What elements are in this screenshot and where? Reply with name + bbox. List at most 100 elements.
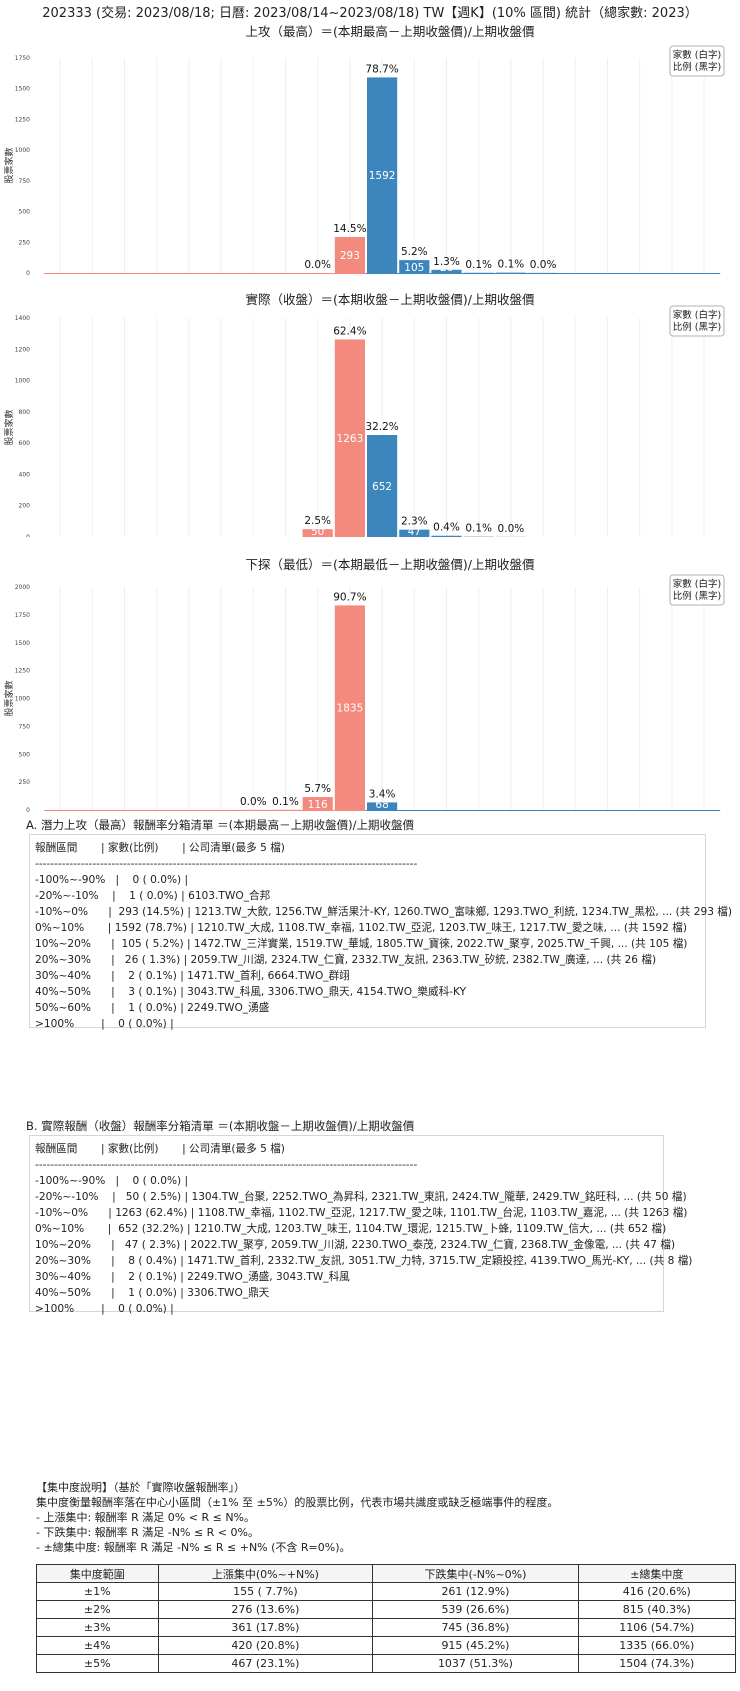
y-tick-label: 750 [19, 723, 31, 730]
list-line: 20%~30% | 26 ( 1.3%) | 2059.TW_川湖, 2324.… [35, 954, 657, 966]
y-tick-label: 0 [26, 270, 30, 277]
legend-entry: 比例 (黑字) [673, 61, 721, 73]
x-tick-label: -10% [339, 275, 360, 277]
bar-count-label: 293 [340, 250, 360, 262]
y-tick-label: 1400 [15, 315, 30, 322]
table-cell: 467 (23.1%) [157, 1654, 374, 1673]
x-tick-label: 30% [470, 275, 488, 277]
table-header-cell: 集中度範圍 [36, 1564, 159, 1583]
bar-percent-label: 0.0% [498, 523, 525, 535]
legend-frame [669, 45, 725, 77]
list-line: 30%~40% | 2 ( 0.1%) | 1471.TW_首利, 6664.T… [35, 970, 350, 982]
table-cell: 276 (13.6%) [157, 1600, 374, 1619]
y-tick-label: 500 [19, 209, 31, 216]
bar [399, 260, 430, 273]
bar [431, 269, 462, 273]
bar [302, 529, 333, 537]
list-a-box: 報酬區間 | 家數(比例) | 公司清單(最多 5 檔) ------------… [29, 834, 732, 1030]
bar [334, 605, 365, 810]
chart-title: 下探（最低）＝(本期最低－上期收盤價)/上期收盤價 [246, 557, 535, 572]
bar [399, 529, 430, 537]
x-tick-label: -40% [243, 275, 264, 277]
y-tick-label: 250 [19, 239, 31, 246]
list-line: 20%~30% | 8 ( 0.4%) | 1471.TW_首利, 2332.T… [35, 1255, 693, 1267]
list-line: 報酬區間 | 家數(比例) | 公司清單(最多 5 檔) [35, 1143, 285, 1155]
bar [334, 339, 365, 537]
y-tick-label: 1500 [15, 86, 30, 93]
bar-count-label: 116 [308, 799, 328, 811]
x-tick-label: -30% [275, 275, 296, 277]
list-line: -20%~-10% | 1 ( 0.0%) | 6103.TWO_合邦 [35, 890, 271, 902]
y-tick-label: 1000 [15, 378, 30, 385]
table-cell: 155 ( 7.7%) [157, 1582, 374, 1601]
legend-frame [669, 574, 725, 606]
table-cell: 1037 (51.3%) [372, 1654, 579, 1673]
bar [334, 237, 365, 273]
list-b-box: 報酬區間 | 家數(比例) | 公司清單(最多 5 檔) ------------… [29, 1135, 692, 1315]
y-tick-label: 500 [19, 751, 31, 758]
list-line: 40%~50% | 3 ( 0.1%) | 3043.TW_科風, 3306.T… [35, 986, 467, 998]
y-tick-label: 0 [26, 807, 30, 812]
table-row: ±5% 467 (23.1%) 1037 (51.3%) 1504 (74.3%) [36, 1654, 737, 1673]
x-tick-label: -70% [146, 275, 167, 277]
x-tick-label: 60% [566, 275, 584, 277]
bar [431, 535, 462, 537]
legend-entry: 家數 (白字) [673, 309, 721, 321]
chart-legend: 家數 (白字)比例 (黑字) [669, 305, 725, 337]
list-line: -10%~0% | 1263 (62.4%) | 1108.TW_幸福, 110… [35, 1207, 688, 1219]
table-cell: ±3% [36, 1618, 159, 1637]
bar-count-label: 105 [404, 262, 424, 274]
concentration-table-header: 集中度範圍 上漲集中(0%~+N%) 下跌集中(-N%~0%) ±總集中度 [36, 1564, 737, 1583]
x-tick-label: 50% [534, 275, 552, 277]
table-row: ±4% 420 (20.8%) 915 (45.2%) 1335 (66.0%) [36, 1636, 737, 1655]
bar-count-label: 68 [375, 799, 388, 811]
x-tick-label: 10% [405, 275, 423, 277]
list-line: -20%~-10% | 50 ( 2.5%) | 1304.TW_台聚, 225… [35, 1191, 687, 1203]
bar-percent-label: 62.4% [333, 325, 366, 337]
table-row: ±3% 361 (17.8%) 745 (36.8%) 1106 (54.7%) [36, 1618, 737, 1637]
table-cell: 1504 (74.3%) [577, 1654, 737, 1673]
chart-title: 實際（收盤）＝(本期收盤－上期收盤價)/上期收盤價 [246, 292, 535, 307]
list-b-lines: 報酬區間 | 家數(比例) | 公司清單(最多 5 檔) ------------… [35, 1141, 692, 1317]
concentration-note-line: - 下跌集中: 報酬率 R 滿足 -N% ≤ R < 0%。 [36, 1526, 259, 1539]
bar [367, 435, 398, 537]
table-cell: ±5% [36, 1654, 159, 1673]
bar [367, 802, 398, 810]
y-tick-label: 750 [19, 178, 31, 185]
bar-percent-label: 0.0% [530, 259, 557, 271]
legend-entry: 比例 (黑字) [673, 321, 721, 333]
list-line: 10%~20% | 105 ( 5.2%) | 1472.TW_三洋實業, 15… [35, 938, 688, 950]
bar-count-label: 652 [372, 481, 392, 493]
bar-percent-label: 32.2% [365, 421, 398, 433]
chart-title: 上攻（最高）＝(本期最高－上期收盤價)/上期收盤價 [246, 24, 535, 39]
table-cell: ±1% [36, 1582, 159, 1601]
bar-count-label: 50 [311, 526, 324, 537]
list-a-title: A. 潛力上攻（最高）報酬率分箱清單 ＝(本期最高－上期收盤價)/上期收盤價 [26, 818, 414, 832]
table-header-cell: 上漲集中(0%~+N%) [157, 1564, 374, 1583]
legend-entry: 比例 (黑字) [673, 590, 721, 602]
list-line: 10%~20% | 47 ( 2.3%) | 2022.TW_聚亨, 2059.… [35, 1239, 676, 1251]
concentration-note-line: - 上漲集中: 報酬率 R 滿足 0% < R ≤ N%。 [36, 1511, 255, 1524]
list-line: >100% | 0 ( 0.0%) | [35, 1303, 174, 1315]
y-tick-label: 1250 [15, 116, 30, 123]
x-tick-label: 20% [437, 275, 455, 277]
concentration-note-line: - ±總集中度: 報酬率 R 滿足 -N% ≤ R ≤ +N% (不含 R=0%… [36, 1541, 351, 1554]
list-line: -100%~-90% | 0 ( 0.0%) | [35, 1175, 189, 1187]
table-cell: 815 (40.3%) [577, 1600, 737, 1619]
concentration-note-line: 【集中度說明】（基於「實際收盤報酬率」） [36, 1481, 245, 1494]
table-cell: 1106 (54.7%) [577, 1618, 737, 1637]
bar-percent-label: 0.1% [272, 796, 299, 808]
list-line: 0%~10% | 652 (32.2%) | 1210.TW_大成, 1203.… [35, 1223, 667, 1235]
bar [367, 77, 398, 273]
bar-percent-label: 2.3% [401, 516, 428, 528]
list-a-lines: 報酬區間 | 家數(比例) | 公司清單(最多 5 檔) ------------… [35, 840, 732, 1032]
y-axis-label: 股票家數 [3, 147, 15, 183]
table-cell: 915 (45.2%) [372, 1636, 579, 1655]
table-cell: 416 (20.6%) [577, 1582, 737, 1601]
y-tick-label: 1000 [15, 696, 30, 703]
y-tick-label: 250 [19, 779, 31, 786]
bar-percent-label: 14.5% [333, 223, 366, 235]
bar-count-label: 1835 [337, 703, 364, 715]
y-tick-label: 200 [19, 503, 31, 510]
